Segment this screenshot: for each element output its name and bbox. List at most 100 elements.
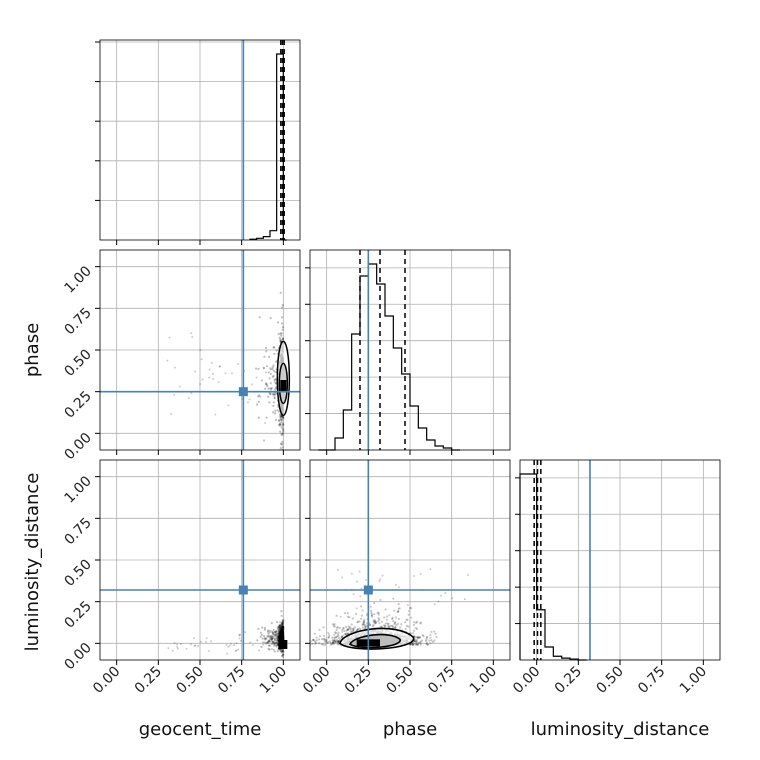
point	[281, 632, 284, 635]
point	[415, 640, 418, 643]
point	[364, 626, 367, 629]
point	[374, 621, 377, 625]
point	[350, 628, 353, 631]
point	[280, 415, 283, 418]
point	[268, 644, 271, 647]
point	[276, 632, 279, 635]
point	[281, 634, 284, 638]
point	[273, 637, 276, 640]
point	[257, 627, 260, 630]
point	[433, 603, 436, 606]
point	[277, 332, 280, 336]
point	[370, 614, 373, 617]
point	[280, 634, 283, 637]
point	[282, 628, 285, 631]
point	[281, 633, 285, 636]
point	[205, 637, 208, 640]
point	[406, 604, 409, 607]
point	[337, 639, 341, 642]
point	[267, 639, 271, 643]
point	[282, 628, 285, 631]
point	[281, 635, 284, 638]
point	[279, 630, 282, 633]
point	[344, 633, 348, 636]
point	[433, 630, 436, 633]
point	[279, 638, 282, 641]
point	[233, 644, 236, 647]
point	[357, 627, 360, 630]
point	[280, 633, 284, 636]
point	[281, 630, 284, 633]
point	[364, 627, 367, 630]
point	[281, 635, 284, 638]
point	[279, 627, 282, 630]
point	[361, 609, 364, 612]
point	[335, 640, 338, 643]
point	[281, 623, 284, 626]
point	[349, 630, 352, 633]
point	[361, 626, 364, 629]
point	[352, 629, 355, 632]
point	[235, 642, 238, 645]
point	[279, 634, 282, 637]
point	[274, 644, 277, 647]
point	[314, 641, 318, 644]
point	[344, 632, 347, 635]
point	[278, 631, 281, 634]
point	[280, 415, 283, 419]
point	[351, 629, 355, 633]
point	[281, 625, 284, 628]
point	[279, 638, 282, 641]
point	[278, 636, 281, 639]
point	[331, 642, 334, 646]
point	[425, 642, 428, 646]
point	[320, 643, 323, 646]
y-tick-label: 0.25	[61, 388, 94, 421]
point	[279, 635, 283, 638]
point	[173, 366, 176, 369]
point	[277, 635, 281, 638]
point	[280, 651, 283, 654]
point	[317, 638, 321, 641]
point	[218, 365, 221, 368]
point	[303, 638, 305, 640]
point	[280, 626, 283, 629]
point	[282, 423, 285, 426]
point	[282, 631, 285, 635]
point	[274, 377, 277, 381]
point	[281, 625, 285, 628]
point	[281, 649, 284, 653]
point	[267, 647, 270, 651]
point	[281, 631, 284, 634]
point	[282, 637, 285, 641]
point	[383, 616, 386, 619]
point	[282, 427, 285, 431]
point	[350, 623, 353, 626]
point	[278, 635, 282, 638]
point	[277, 410, 281, 413]
point	[281, 635, 284, 638]
point	[279, 634, 282, 637]
point	[274, 409, 277, 412]
point	[176, 646, 179, 649]
point	[279, 418, 283, 421]
point	[279, 630, 282, 633]
point	[197, 644, 200, 647]
point	[200, 358, 203, 361]
point	[280, 633, 283, 636]
point	[273, 352, 276, 356]
point	[281, 422, 285, 425]
point	[274, 360, 278, 363]
point	[281, 632, 285, 635]
point	[281, 626, 285, 629]
point	[279, 650, 283, 653]
point	[394, 621, 397, 624]
point	[271, 637, 274, 640]
point	[279, 636, 283, 639]
point	[387, 622, 390, 625]
point	[312, 638, 315, 642]
point	[331, 641, 334, 645]
point	[176, 647, 179, 650]
point	[265, 382, 268, 385]
point	[282, 637, 285, 641]
